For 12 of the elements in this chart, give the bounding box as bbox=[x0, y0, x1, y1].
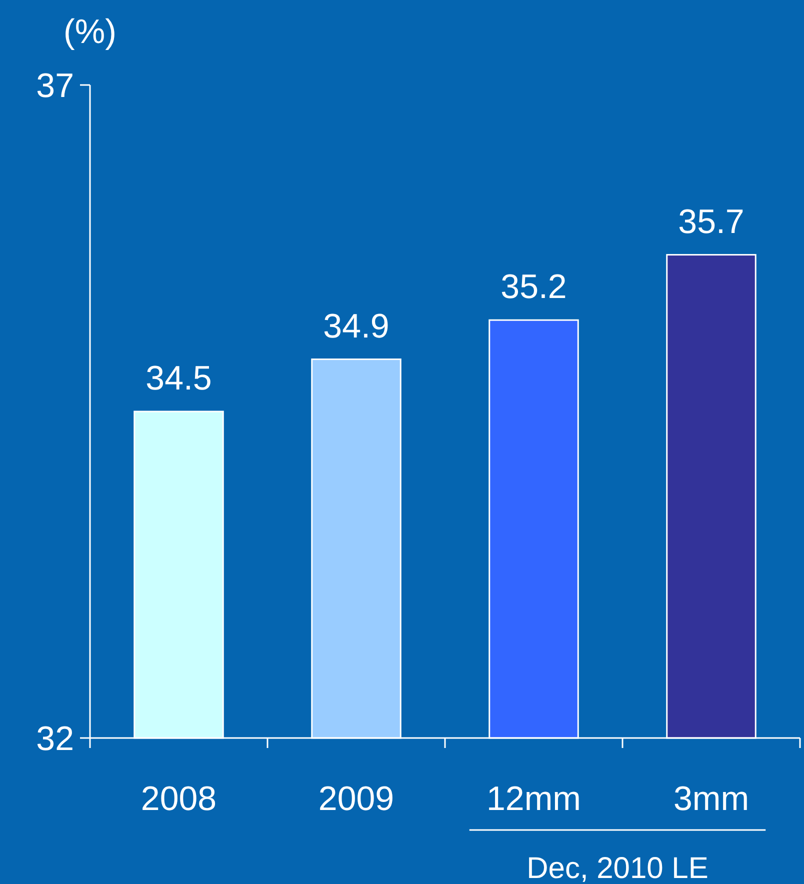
y-axis-title: (%) bbox=[64, 13, 116, 51]
x-tick-label: 12mm bbox=[486, 780, 581, 818]
text: Dec, 2010 LE bbox=[526, 852, 708, 884]
data-label: 35.2 bbox=[500, 268, 567, 306]
y-tick-label: 37 bbox=[36, 66, 74, 105]
x-tick-label: 3mm bbox=[673, 780, 750, 818]
x-tick-label: 2008 bbox=[140, 780, 217, 818]
data-label: 34.5 bbox=[146, 360, 212, 398]
data-label: 34.9 bbox=[323, 307, 390, 346]
data-label: 35.7 bbox=[678, 202, 744, 241]
y-tick-label: 32 bbox=[36, 720, 74, 758]
x-tick-label: 2009 bbox=[318, 780, 394, 818]
